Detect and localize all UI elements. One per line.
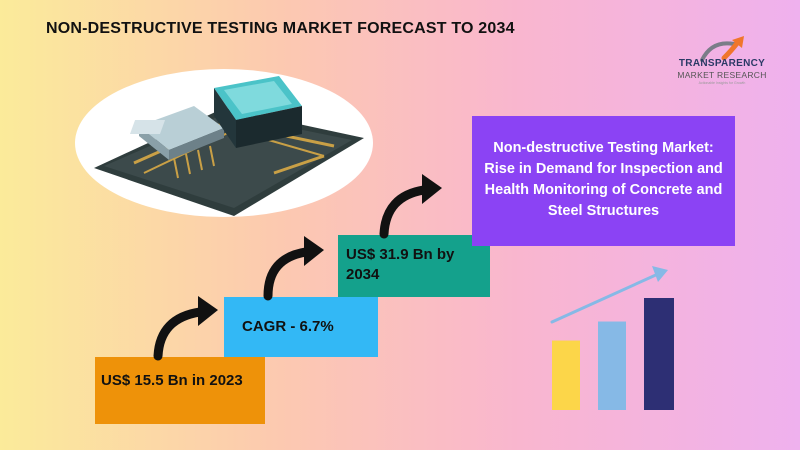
page-title: NON-DESTRUCTIVE TESTING MARKET FORECAST …: [46, 20, 515, 37]
logo-tagline: Actionable Insights for Growth: [698, 81, 746, 85]
growth-bar-1: [552, 340, 580, 410]
company-logo: TRANSPARENCY MARKET RESEARCH Actionable …: [672, 36, 772, 92]
curved-arrow-icon: [263, 236, 324, 301]
growth-bar-chart-icon: [550, 266, 674, 410]
market-value-2023-box: US$ 15.5 Bn in 2023: [95, 357, 265, 424]
logo-text-secondary: MARKET RESEARCH: [677, 70, 767, 80]
growth-bar-2: [598, 321, 626, 410]
curved-arrow-icon: [153, 296, 218, 361]
microchip-photo: [75, 69, 373, 217]
market-value-2034-box: US$ 31.9 Bn by 2034: [338, 235, 490, 297]
market-highlight-callout: Non-destructive Testing Market: Rise in …: [472, 116, 735, 246]
growth-bar-3: [644, 298, 674, 410]
logo-text-primary: TRANSPARENCY: [678, 58, 766, 69]
cagr-box: CAGR - 6.7%: [224, 297, 378, 357]
logo-mark-icon: [700, 36, 744, 62]
curved-arrow-icon: [379, 174, 442, 239]
